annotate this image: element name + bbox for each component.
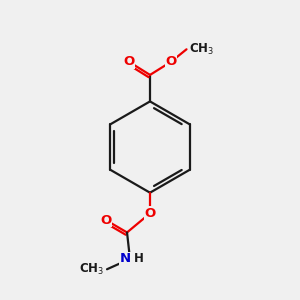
Text: O: O [144, 207, 156, 220]
Text: H: H [134, 252, 144, 266]
Text: O: O [123, 55, 134, 68]
Text: N: N [120, 252, 131, 266]
Text: O: O [166, 55, 177, 68]
Text: O: O [100, 214, 112, 226]
Text: CH$_3$: CH$_3$ [79, 262, 104, 277]
Text: CH$_3$: CH$_3$ [190, 42, 214, 57]
